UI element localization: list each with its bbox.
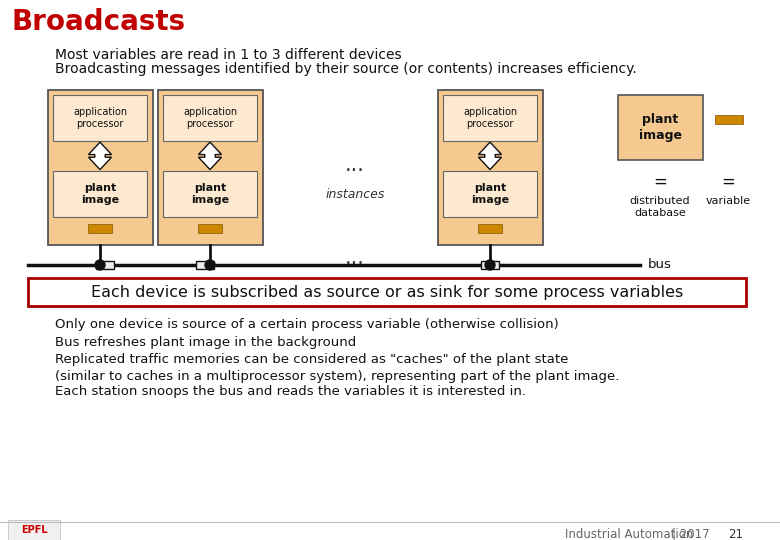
Text: EPFL: EPFL (21, 525, 48, 535)
Text: bus: bus (648, 258, 672, 271)
Text: plant
image: plant image (639, 113, 682, 141)
Polygon shape (478, 142, 502, 170)
Bar (443, 171, 537, 217)
Text: variable: variable (706, 196, 751, 206)
Text: plant
image: plant image (191, 183, 229, 205)
Bar (163, 94, 257, 141)
Bar (618, 95, 703, 160)
Text: ...: ... (345, 248, 365, 268)
Bar (438, 90, 543, 245)
Text: Broadcasting messages identified by their source (or contents) increases efficie: Broadcasting messages identified by thei… (55, 62, 636, 76)
Text: Each station snoops the bus and reads the variables it is interested in.: Each station snoops the bus and reads th… (55, 385, 526, 398)
Text: application
processor: application processor (463, 107, 517, 129)
Text: | 2017: | 2017 (672, 528, 710, 540)
Bar (53, 171, 147, 217)
Bar (28, 278, 746, 306)
Text: Replicated traffic memories can be considered as "caches" of the plant state
(si: Replicated traffic memories can be consi… (55, 353, 619, 383)
Text: ...: ... (345, 155, 365, 175)
Bar (53, 94, 147, 141)
Bar (48, 90, 153, 245)
Text: plant
image: plant image (81, 183, 119, 205)
Bar (481, 261, 499, 269)
Text: Only one device is source of a certain process variable (otherwise collision): Only one device is source of a certain p… (55, 318, 558, 331)
Circle shape (95, 260, 105, 270)
Bar (163, 171, 257, 217)
Text: application
processor: application processor (73, 107, 127, 129)
Text: application
processor: application processor (183, 107, 237, 129)
Circle shape (205, 260, 215, 270)
Text: plant
image: plant image (471, 183, 509, 205)
Bar (198, 224, 222, 233)
Text: Industrial Automation: Industrial Automation (565, 528, 693, 540)
Text: =: = (653, 173, 667, 191)
Bar (196, 261, 214, 269)
Text: Bus refreshes plant image in the background: Bus refreshes plant image in the backgro… (55, 336, 356, 349)
Circle shape (485, 260, 495, 270)
Bar (88, 224, 112, 233)
Text: instances: instances (325, 188, 385, 201)
Bar (158, 90, 263, 245)
Bar (714, 115, 743, 124)
Text: Each device is subscribed as source or as sink for some process variables: Each device is subscribed as source or a… (91, 285, 683, 300)
Text: 21: 21 (728, 528, 743, 540)
Text: =: = (722, 173, 736, 191)
Polygon shape (88, 142, 112, 170)
Text: distributed
database: distributed database (629, 196, 690, 218)
Bar (96, 261, 114, 269)
Polygon shape (198, 142, 222, 170)
Bar (443, 94, 537, 141)
Bar (8, 520, 60, 540)
Text: Most variables are read in 1 to 3 different devices: Most variables are read in 1 to 3 differ… (55, 48, 402, 62)
Text: Broadcasts: Broadcasts (12, 8, 186, 36)
Bar (478, 224, 502, 233)
